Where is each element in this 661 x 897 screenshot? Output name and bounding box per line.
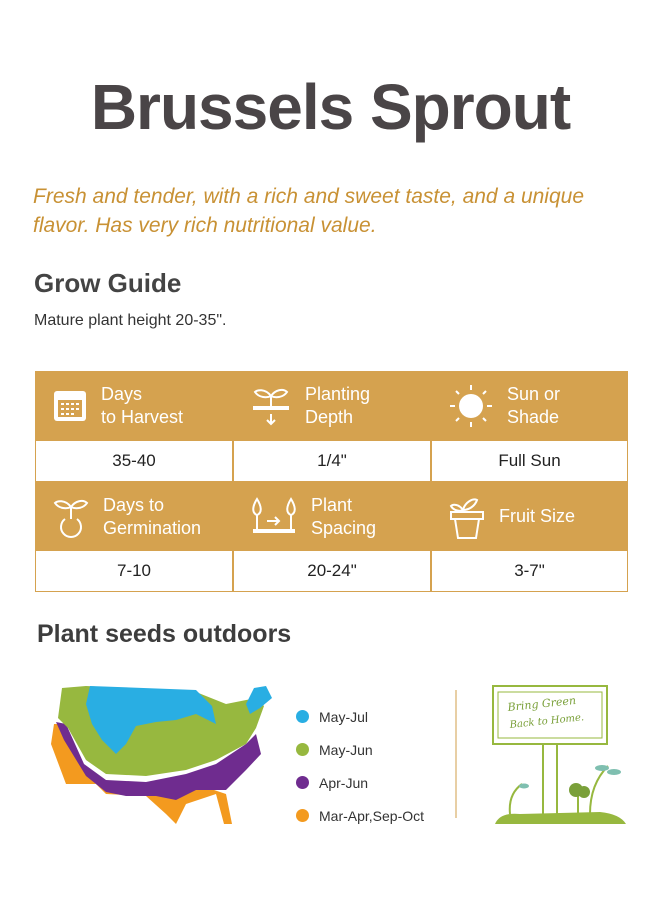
legend-dot <box>296 776 309 789</box>
header-planting-depth: Planting Depth <box>233 371 431 440</box>
label: Depth <box>305 406 354 427</box>
legend-label: May-Jun <box>319 741 373 758</box>
label: Spacing <box>311 517 377 538</box>
legend-label: Apr-Jun <box>319 774 369 791</box>
seed-sprout-icon <box>53 499 89 538</box>
tagline: Fresh and tender, with a rich and sweet … <box>33 185 585 237</box>
zone-mar-apr-sep-oct <box>51 724 232 824</box>
divider <box>455 690 457 818</box>
value-fruit-size: 3-7" <box>432 551 627 591</box>
label: Sun or <box>507 383 561 404</box>
label: Fruit Size <box>499 506 576 526</box>
header-days-to-harvest: Days to Harvest <box>35 371 233 440</box>
value-days-to-harvest: 35-40 <box>36 441 232 481</box>
sign-line-2: Back to Home. <box>508 712 584 731</box>
plant-height-note: Mature plant height 20-35". <box>34 312 227 329</box>
header-days-to-germination: Days to Germination <box>35 482 233 551</box>
sun-icon <box>450 384 492 427</box>
header-fruit-size: Fruit Size <box>431 482 628 551</box>
sprout-depth-icon <box>253 388 289 425</box>
label: Days to <box>103 494 165 515</box>
plant-spacing-icon <box>252 496 296 533</box>
legend-item: May-Jun <box>296 733 424 766</box>
legend-item: Apr-Jun <box>296 766 424 799</box>
page-title: Brussels Sprout <box>90 71 571 143</box>
legend-dot <box>296 710 309 723</box>
value-planting-depth: 1/4" <box>234 441 430 481</box>
outdoors-heading: Plant seeds outdoors <box>37 620 292 648</box>
value-sun-or-shade: Full Sun <box>432 441 627 481</box>
label: Germination <box>103 517 202 538</box>
header-sun-or-shade: Sun or Shade <box>431 371 628 440</box>
bring-green-sign-illustration: Bring Green Back to Home. <box>492 685 626 824</box>
label: Shade <box>507 406 560 427</box>
label: to Harvest <box>101 406 184 427</box>
legend-label: May-Jul <box>319 708 369 725</box>
map-legend: May-Jul May-Jun Apr-Jun Mar-Apr,Sep-Oct <box>296 700 424 832</box>
label: Days <box>101 383 143 404</box>
sign-line-1: Bring Green <box>506 694 577 714</box>
legend-label: Mar-Apr,Sep-Oct <box>319 807 425 824</box>
legend-dot <box>296 809 309 822</box>
value-plant-spacing: 20-24" <box>234 551 430 591</box>
zone-apr-jun <box>56 722 261 800</box>
legend-dot <box>296 743 309 756</box>
label: Planting <box>305 383 371 404</box>
header-plant-spacing: Plant Spacing <box>233 482 431 551</box>
flower-pot-icon <box>449 498 484 539</box>
zone-may-jul <box>86 686 272 754</box>
calendar-icon <box>54 390 86 421</box>
grow-guide-table: Days to Harvest Planting Depth Sun or Shade… <box>35 371 628 592</box>
grow-guide-heading: Grow Guide <box>34 268 182 298</box>
us-planting-zone-map <box>51 686 272 824</box>
legend-item: May-Jul <box>296 700 424 733</box>
legend-item: Mar-Apr,Sep-Oct <box>296 799 424 832</box>
value-days-to-germination: 7-10 <box>36 551 232 591</box>
label: Plant <box>311 494 353 515</box>
